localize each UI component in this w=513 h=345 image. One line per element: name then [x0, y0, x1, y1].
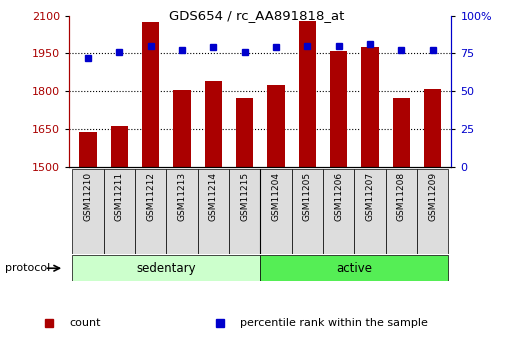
Bar: [330, 51, 347, 167]
Bar: [261, 255, 448, 281]
Bar: [142, 22, 160, 167]
Bar: [198, 169, 229, 254]
Text: active: active: [337, 262, 372, 275]
Text: GSM11208: GSM11208: [397, 171, 406, 221]
Text: GSM11211: GSM11211: [115, 171, 124, 221]
Text: GSM11209: GSM11209: [428, 171, 437, 221]
Bar: [361, 47, 379, 167]
Text: GSM11214: GSM11214: [209, 171, 218, 220]
Bar: [111, 126, 128, 167]
Bar: [292, 169, 323, 254]
Bar: [417, 169, 448, 254]
Bar: [173, 90, 191, 167]
Text: GSM11205: GSM11205: [303, 171, 312, 221]
Bar: [424, 89, 441, 167]
Bar: [72, 169, 104, 254]
Text: GSM11204: GSM11204: [271, 171, 281, 220]
Text: protocol: protocol: [5, 263, 50, 273]
Bar: [205, 81, 222, 167]
Text: GSM11213: GSM11213: [177, 171, 187, 221]
Text: percentile rank within the sample: percentile rank within the sample: [240, 318, 428, 328]
Bar: [393, 98, 410, 167]
Text: GSM11215: GSM11215: [240, 171, 249, 221]
Bar: [323, 169, 354, 254]
Bar: [267, 85, 285, 167]
Text: count: count: [70, 318, 101, 328]
Bar: [80, 132, 96, 167]
Bar: [354, 169, 386, 254]
Text: GSM11206: GSM11206: [334, 171, 343, 221]
Bar: [166, 169, 198, 254]
Text: GSM11207: GSM11207: [365, 171, 374, 221]
Bar: [299, 21, 316, 167]
Bar: [135, 169, 166, 254]
Bar: [104, 169, 135, 254]
Bar: [261, 169, 292, 254]
Bar: [236, 98, 253, 167]
Bar: [72, 255, 261, 281]
Bar: [386, 169, 417, 254]
Text: GDS654 / rc_AA891818_at: GDS654 / rc_AA891818_at: [169, 9, 344, 22]
Text: GSM11212: GSM11212: [146, 171, 155, 220]
Text: sedentary: sedentary: [136, 262, 196, 275]
Text: GSM11210: GSM11210: [84, 171, 92, 221]
Bar: [229, 169, 261, 254]
